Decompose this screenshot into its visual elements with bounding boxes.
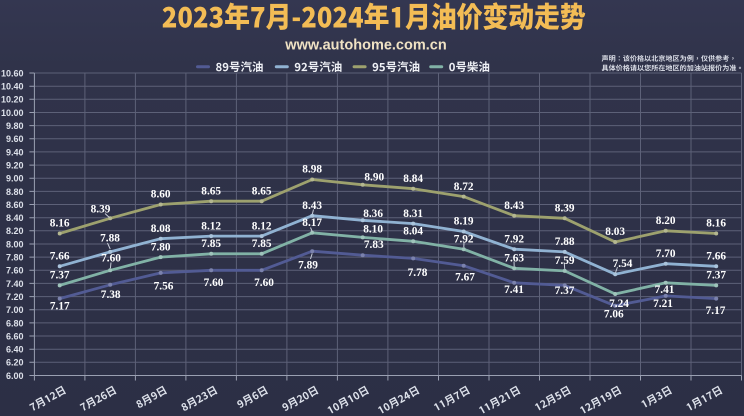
svg-text:7.60: 7.60 [101, 253, 121, 265]
svg-text:9.00: 9.00 [6, 174, 24, 184]
svg-text:www.autohome.com.cn: www.autohome.com.cn [284, 38, 446, 54]
svg-text:7.54: 7.54 [613, 258, 633, 270]
svg-text:8.98: 8.98 [302, 164, 322, 176]
svg-text:8.04: 8.04 [403, 226, 423, 238]
svg-text:8.60: 8.60 [6, 200, 24, 210]
svg-text:7.63: 7.63 [504, 253, 524, 265]
svg-text:10.60: 10.60 [1, 68, 24, 78]
svg-text:8.00: 8.00 [6, 239, 24, 249]
svg-text:8.20: 8.20 [656, 215, 676, 227]
svg-text:8.08: 8.08 [151, 223, 171, 235]
svg-text:6.00: 6.00 [6, 371, 24, 381]
svg-text:8.10: 8.10 [363, 223, 383, 235]
svg-text:7.00: 7.00 [6, 305, 24, 315]
svg-text:7.80: 7.80 [6, 253, 24, 263]
svg-text:7.66: 7.66 [50, 251, 70, 263]
svg-text:9.60: 9.60 [6, 134, 24, 144]
svg-text:10.40: 10.40 [1, 82, 24, 92]
svg-text:8.16: 8.16 [50, 218, 70, 230]
svg-text:7.92: 7.92 [454, 233, 474, 245]
svg-text:10.20: 10.20 [1, 95, 24, 105]
svg-text:6.40: 6.40 [6, 345, 24, 355]
svg-text:8.90: 8.90 [364, 172, 384, 184]
svg-text:7.40: 7.40 [6, 279, 24, 289]
svg-text:7.60: 7.60 [204, 277, 224, 289]
svg-text:8.19: 8.19 [454, 216, 474, 228]
svg-text:8.20: 8.20 [6, 226, 24, 236]
svg-text:7.80: 7.80 [151, 241, 171, 253]
svg-text:7.06: 7.06 [604, 308, 624, 320]
svg-text:8.16: 8.16 [706, 218, 726, 230]
svg-text:8.36: 8.36 [363, 208, 383, 220]
svg-text:7.78: 7.78 [408, 267, 428, 279]
svg-text:7.66: 7.66 [706, 251, 726, 263]
svg-text:7.37: 7.37 [50, 270, 70, 282]
svg-text:9.80: 9.80 [6, 121, 24, 131]
svg-text:8.03: 8.03 [605, 226, 625, 238]
svg-text:8.84: 8.84 [403, 173, 423, 185]
svg-text:7.17: 7.17 [50, 301, 70, 313]
svg-text:6.20: 6.20 [6, 358, 24, 368]
svg-text:7.24: 7.24 [609, 298, 629, 310]
svg-text:6.80: 6.80 [6, 318, 24, 328]
svg-text:7.60: 7.60 [254, 277, 274, 289]
svg-text:8.17: 8.17 [302, 217, 322, 229]
svg-text:8.65: 8.65 [201, 185, 221, 197]
svg-text:7.56: 7.56 [154, 280, 174, 292]
svg-text:8.39: 8.39 [91, 204, 111, 216]
svg-text:10.00: 10.00 [1, 108, 24, 118]
svg-text:7.41: 7.41 [655, 284, 675, 296]
svg-text:7.83: 7.83 [364, 239, 384, 251]
svg-text:7.41: 7.41 [504, 284, 524, 296]
svg-text:8.12: 8.12 [201, 220, 221, 232]
svg-text:7.67: 7.67 [455, 271, 475, 283]
svg-text:8.40: 8.40 [6, 213, 24, 223]
svg-text:7.21: 7.21 [653, 298, 673, 310]
svg-text:8.80: 8.80 [6, 187, 24, 197]
svg-text:7.17: 7.17 [706, 305, 726, 317]
svg-text:8.31: 8.31 [403, 208, 423, 220]
svg-text:7.59: 7.59 [555, 255, 575, 267]
svg-text:9.40: 9.40 [6, 147, 24, 157]
svg-text:7.85: 7.85 [252, 238, 272, 250]
svg-text:8.12: 8.12 [252, 220, 272, 232]
svg-text:7.70: 7.70 [656, 248, 676, 260]
svg-text:8.72: 8.72 [454, 181, 474, 193]
svg-text:7.89: 7.89 [298, 260, 318, 272]
svg-text:8.39: 8.39 [555, 203, 575, 215]
svg-text:7.37: 7.37 [555, 285, 575, 297]
svg-text:7.88: 7.88 [100, 233, 120, 245]
svg-text:7.37: 7.37 [706, 270, 726, 282]
svg-text:7.38: 7.38 [101, 289, 121, 301]
svg-text:7.88: 7.88 [555, 236, 575, 248]
svg-text:7.85: 7.85 [201, 238, 221, 250]
svg-text:8.65: 8.65 [252, 185, 272, 197]
svg-text:7.60: 7.60 [6, 266, 24, 276]
svg-text:8.43: 8.43 [504, 200, 524, 212]
svg-text:8.43: 8.43 [302, 200, 322, 212]
svg-text:7.20: 7.20 [6, 292, 24, 302]
svg-text:6.60: 6.60 [6, 331, 24, 341]
svg-text:8.60: 8.60 [151, 189, 171, 201]
svg-text:9.20: 9.20 [6, 161, 24, 171]
svg-text:7.92: 7.92 [504, 233, 524, 245]
